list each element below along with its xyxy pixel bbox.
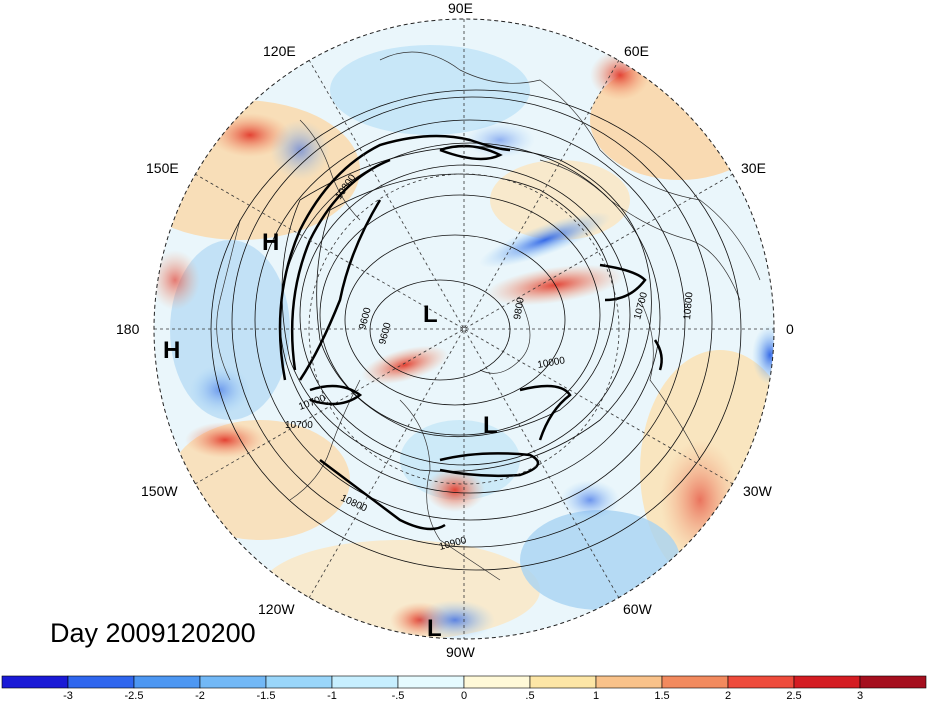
- low-pressure-label: L: [423, 301, 438, 328]
- colorbar-swatch: [595, 675, 663, 689]
- lon-label-0: 0: [786, 321, 794, 337]
- colorbar-swatch: [1, 675, 69, 689]
- colorbar-tick-label: -2.5: [125, 690, 144, 702]
- colorbar-tick-label: 2.5: [786, 690, 801, 702]
- colorbar-swatch: [67, 675, 135, 689]
- map-boundary: [153, 18, 775, 640]
- pressure-centers: H H L L L: [163, 229, 498, 642]
- contour-label: 10800: [682, 291, 695, 320]
- colorbar-tick-label: 0: [461, 690, 467, 702]
- contour-label: 10000: [537, 355, 567, 371]
- colorbar-tick-label: -1: [327, 690, 337, 702]
- map-title: Day 2009120200: [50, 618, 256, 648]
- colorbar-tick-label: 1: [593, 690, 599, 702]
- colorbar-swatch: [463, 675, 531, 689]
- colorbar: -3 -2.5 -2 -1.5 -1 -.5 0 .5 1 1.5 2 2.5 3: [1, 675, 927, 702]
- high-pressure-label: H: [163, 337, 180, 364]
- colorbar-swatch: [331, 675, 399, 689]
- colorbar-tick-label: 3: [857, 690, 863, 702]
- lon-label-30e: 30E: [741, 160, 766, 176]
- low-pressure-label: L: [483, 412, 498, 439]
- lon-label-180: 180: [116, 321, 140, 337]
- colorbar-tick-label: 1.5: [654, 690, 669, 702]
- jet-contours: [278, 134, 663, 531]
- lon-label-90w: 90W: [446, 644, 476, 660]
- lon-label-60e: 60E: [624, 43, 649, 59]
- coastlines: [216, 51, 761, 581]
- colorbar-tick-label: 2: [725, 690, 731, 702]
- colorbar-swatch: [727, 675, 795, 689]
- lon-label-60w: 60W: [623, 601, 653, 617]
- colorbar-swatch: [859, 675, 927, 689]
- colorbar-tick-label: -1.5: [257, 690, 276, 702]
- colorbar-tick-label: .5: [525, 690, 534, 702]
- colorbar-tick-label: -3: [63, 690, 73, 702]
- lon-label-150e: 150E: [146, 160, 179, 176]
- longitude-labels: 90E 60E 30E 0 30W 60W 90W 120W 150W 180 …: [116, 0, 794, 660]
- height-contours: [210, 89, 742, 571]
- colorbar-swatch: [265, 675, 333, 689]
- colorbar-swatch: [397, 675, 465, 689]
- lon-label-150w: 150W: [141, 483, 178, 499]
- low-pressure-label: L: [427, 615, 442, 642]
- colorbar-swatch: [793, 675, 861, 689]
- high-pressure-label: H: [262, 229, 279, 256]
- contour-label: 9800: [512, 296, 527, 320]
- lon-label-90e: 90E: [448, 0, 473, 16]
- contour-label: 10700: [285, 420, 313, 431]
- colorbar-tick-label: -2: [195, 690, 205, 702]
- graticule: [154, 19, 774, 639]
- colorbar-swatch: [529, 675, 597, 689]
- colorbar-swatch: [661, 675, 729, 689]
- colorbar-tick-label: -.5: [392, 690, 405, 702]
- lon-label-30w: 30W: [743, 483, 773, 499]
- colorbar-swatch: [199, 675, 267, 689]
- lon-label-120w: 120W: [258, 601, 295, 617]
- lon-label-120e: 120E: [263, 43, 296, 59]
- colorbar-swatch: [133, 675, 201, 689]
